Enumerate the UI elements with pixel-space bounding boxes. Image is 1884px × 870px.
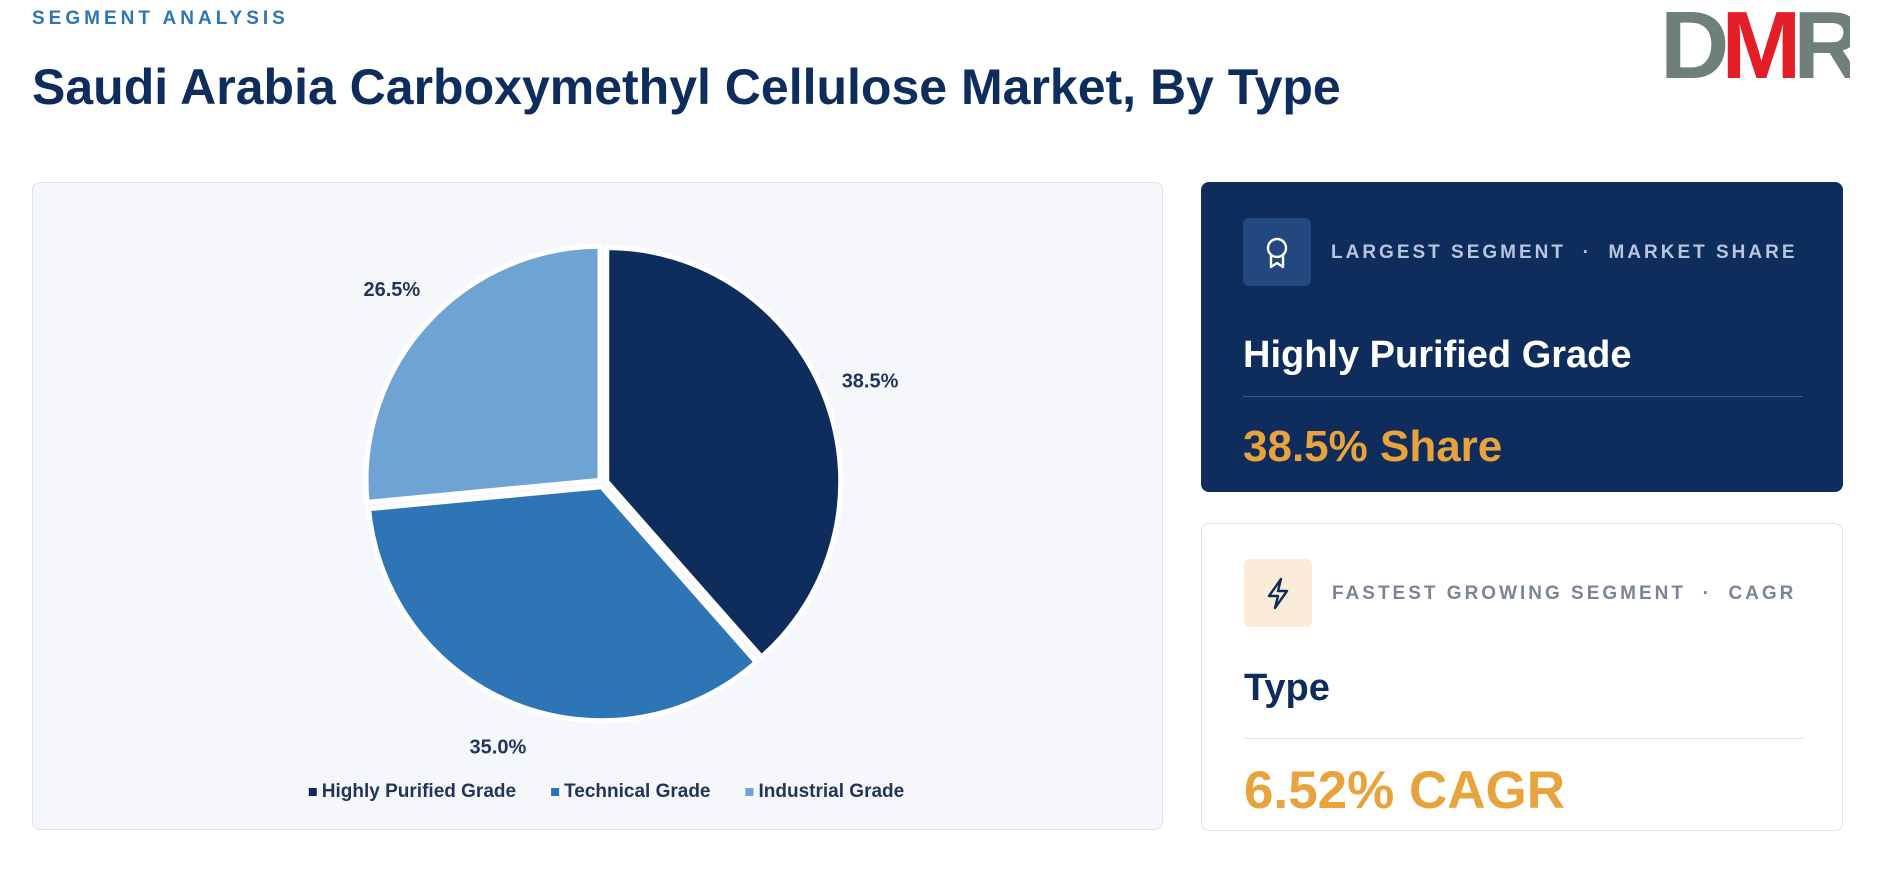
card-stat: 6.52% CAGR: [1244, 761, 1566, 820]
divider: [1243, 396, 1803, 397]
logo-text: DMR: [1660, 0, 1850, 84]
legend-label: Industrial Grade: [759, 781, 905, 802]
card-name: Highly Purified Grade: [1243, 334, 1632, 376]
icon-box: [1243, 218, 1311, 286]
legend-marker: [745, 788, 754, 796]
icon-box: [1244, 559, 1312, 627]
card-stat: 38.5% Share: [1243, 422, 1503, 471]
logo: DMR: [1660, 0, 1850, 84]
award-icon: [1266, 237, 1288, 269]
chart: 38.5% 35.0% 26.5% Highly Purified Grade Tech…: [308, 243, 905, 802]
legend-marker: [551, 788, 560, 796]
pie-slice: [604, 245, 844, 661]
card-label: FASTEST GROWING SEGMENT · CAGR: [1332, 583, 1797, 604]
logo-letter: D: [1660, 0, 1726, 84]
data-label: 38.5%: [842, 370, 899, 392]
pie-slice: [365, 484, 760, 724]
chart-card: 38.5% 35.0% 26.5% Highly Purified Grade Tech…: [32, 182, 1163, 830]
bolt-icon: [1267, 577, 1289, 610]
logo-letter: M: [1721, 0, 1795, 84]
data-label: 35.0%: [470, 737, 527, 759]
kicker: SEGMENT ANALYSIS: [32, 8, 289, 29]
card-name: Type: [1244, 667, 1330, 709]
legend-label: Highly Purified Grade: [322, 781, 516, 802]
legend-marker: [308, 788, 317, 796]
legend-label: Technical Grade: [564, 781, 710, 802]
fastest-growing-card: FASTEST GROWING SEGMENT · CAGR Type 6.52…: [1201, 523, 1843, 831]
page-title: Saudi Arabia Carboxymethyl Cellulose Mar…: [32, 59, 1341, 115]
logo-letter: R: [1793, 0, 1850, 84]
data-label: 26.5%: [363, 279, 420, 301]
divider: [1244, 738, 1804, 739]
pie-slice: [363, 243, 603, 506]
largest-segment-card: LARGEST SEGMENT · MARKET SHARE Highly Pu…: [1201, 182, 1843, 492]
card-label: LARGEST SEGMENT · MARKET SHARE: [1331, 242, 1798, 263]
